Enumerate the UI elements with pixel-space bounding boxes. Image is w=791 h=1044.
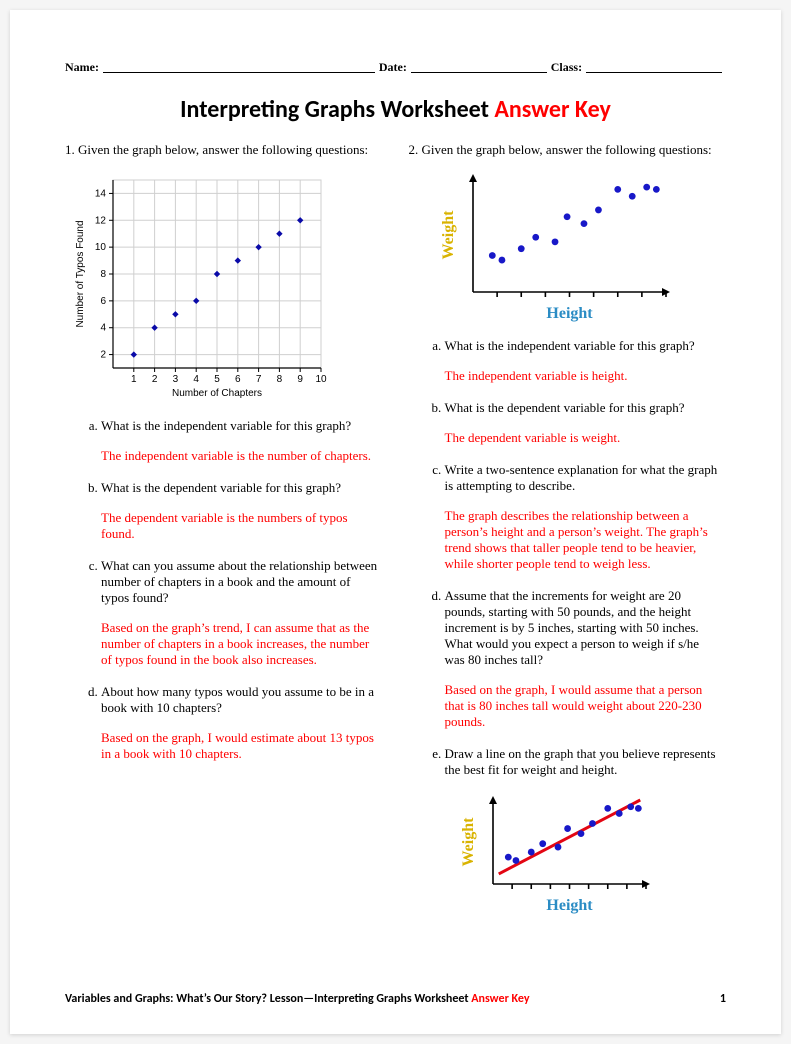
q1d: About how many typos would you assume to…	[101, 684, 383, 762]
svg-text:Height: Height	[546, 305, 593, 322]
svg-text:14: 14	[95, 188, 107, 199]
q2a: What is the independent variable for thi…	[445, 338, 727, 384]
svg-text:2: 2	[100, 350, 106, 361]
svg-text:7: 7	[256, 374, 262, 385]
svg-text:Height: Height	[546, 897, 593, 914]
q1-chart: 123456789102468101214Number of ChaptersN…	[71, 172, 383, 402]
column-right: 2. Given the graph below, answer the fol…	[409, 142, 727, 930]
svg-text:Number of Chapters: Number of Chapters	[172, 388, 262, 399]
svg-text:Number of Typos Found: Number of Typos Found	[75, 220, 86, 327]
q1b-answer: The dependent variable is the numbers of…	[101, 510, 379, 542]
q2e-chart: Height Weight	[459, 794, 727, 914]
q1-subquestions: What is the independent variable for thi…	[65, 418, 383, 762]
q1c-question: What can you assume about the relationsh…	[101, 558, 379, 606]
svg-text:12: 12	[95, 215, 107, 226]
q1d-question: About how many typos would you assume to…	[101, 684, 379, 716]
svg-text:8: 8	[100, 269, 106, 280]
q1a: What is the independent variable for thi…	[101, 418, 383, 464]
q2a-question: What is the independent variable for thi…	[445, 338, 723, 354]
q2-prompt: 2. Given the graph below, answer the fol…	[409, 142, 727, 158]
column-left: 1. Given the graph below, answer the fol…	[65, 142, 383, 930]
name-label: Name:	[65, 60, 99, 75]
name-blank	[103, 60, 375, 73]
svg-text:9: 9	[297, 374, 303, 385]
q1c-answer: Based on the graph’s trend, I can assume…	[101, 620, 379, 668]
svg-text:6: 6	[235, 374, 241, 385]
class-label: Class:	[551, 60, 582, 75]
q2c: Write a two-sentence explanation for wha…	[445, 462, 727, 572]
svg-text:10: 10	[315, 374, 327, 385]
q2b-question: What is the dependent variable for this …	[445, 400, 723, 416]
q2a-answer: The independent variable is height.	[445, 368, 723, 384]
svg-text:8: 8	[277, 374, 283, 385]
q2-subquestions: What is the independent variable for thi…	[409, 338, 727, 778]
q1b: What is the dependent variable for this …	[101, 480, 383, 542]
q2e: Draw a line on the graph that you believ…	[445, 746, 727, 778]
svg-text:5: 5	[214, 374, 220, 385]
svg-text:10: 10	[95, 242, 107, 253]
worksheet-page: Name: Date: Class: Interpreting Graphs W…	[10, 10, 781, 1034]
q2d-answer: Based on the graph, I would assume that …	[445, 682, 723, 730]
svg-text:4: 4	[100, 323, 106, 334]
q1c: What can you assume about the relationsh…	[101, 558, 383, 668]
svg-text:6: 6	[100, 296, 106, 307]
q2d-question: Assume that the increments for weight ar…	[445, 588, 723, 668]
svg-text:Weight: Weight	[440, 210, 457, 260]
q1a-question: What is the independent variable for thi…	[101, 418, 379, 434]
svg-text:3: 3	[173, 374, 179, 385]
footer-text-wrap: Variables and Graphs: What’s Our Story? …	[65, 992, 530, 1006]
q2b: What is the dependent variable for this …	[445, 400, 727, 446]
q1a-answer: The independent variable is the number o…	[101, 448, 379, 464]
header-fields: Name: Date: Class:	[65, 60, 726, 75]
footer-page-number: 1	[720, 992, 726, 1006]
title-answer-key: Answer Key	[494, 95, 611, 124]
date-label: Date:	[379, 60, 407, 75]
page-footer: Variables and Graphs: What’s Our Story? …	[65, 992, 726, 1006]
q2c-answer: The graph describes the relationship bet…	[445, 508, 723, 572]
q1d-answer: Based on the graph, I would estimate abo…	[101, 730, 379, 762]
q2-chart: Height Weight	[439, 172, 727, 322]
footer-text: Variables and Graphs: What’s Our Story? …	[65, 992, 471, 1006]
q1b-question: What is the dependent variable for this …	[101, 480, 379, 496]
content-columns: 1. Given the graph below, answer the fol…	[65, 142, 726, 930]
svg-text:Weight: Weight	[460, 817, 477, 867]
date-blank	[411, 60, 547, 73]
class-blank	[586, 60, 722, 73]
q2c-question: Write a two-sentence explanation for wha…	[445, 462, 723, 494]
q2b-answer: The dependent variable is weight.	[445, 430, 723, 446]
q1-prompt: 1. Given the graph below, answer the fol…	[65, 142, 383, 158]
q2e-question: Draw a line on the graph that you believ…	[445, 746, 723, 778]
q2d: Assume that the increments for weight ar…	[445, 588, 727, 730]
svg-text:2: 2	[152, 374, 158, 385]
title-main: Interpreting Graphs Worksheet	[180, 95, 494, 124]
svg-text:1: 1	[131, 374, 137, 385]
svg-text:4: 4	[193, 374, 199, 385]
page-title: Interpreting Graphs Worksheet Answer Key	[65, 95, 726, 124]
footer-answer-key: Answer Key	[471, 992, 529, 1006]
